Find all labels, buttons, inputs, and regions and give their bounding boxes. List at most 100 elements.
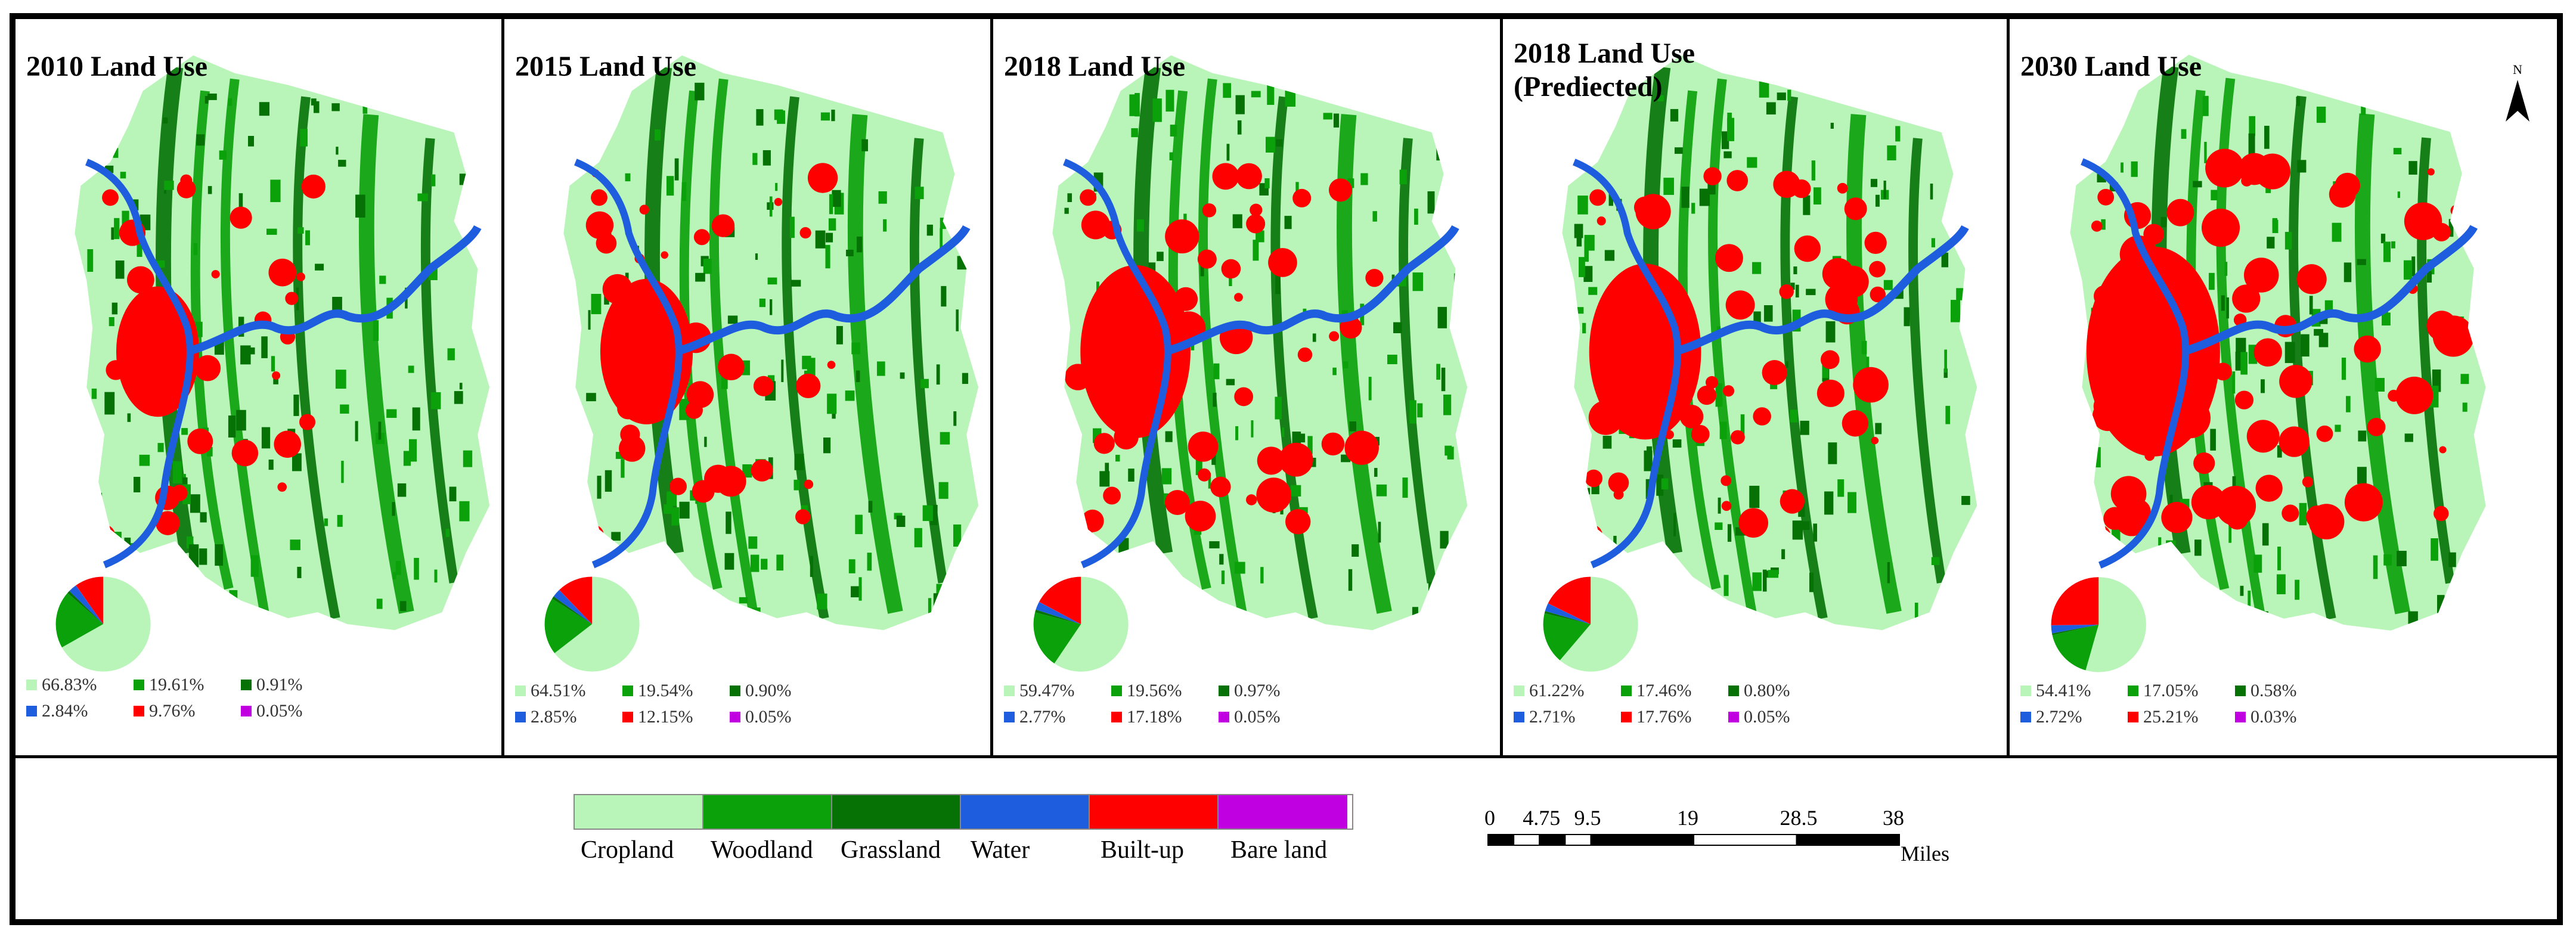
percent-swatch [1004, 685, 1015, 696]
builtup-patch [1210, 476, 1231, 498]
woodland-patch [1674, 147, 1683, 154]
builtup-patch [1664, 430, 1674, 439]
woodland-patch [2462, 184, 2470, 206]
woodland-patch [1221, 570, 1225, 584]
percent-value: 17.46% [1636, 681, 1692, 700]
woodland-ridge [1908, 138, 1946, 584]
builtup-patch [156, 511, 180, 535]
woodland-patch [1333, 113, 1340, 128]
woodland-patch [2404, 433, 2413, 442]
woodland-patch [1323, 113, 1332, 120]
woodland-patch [671, 507, 680, 526]
woodland-patch [1574, 224, 1583, 238]
woodland-patch [1128, 469, 1134, 482]
woodland-patch [2448, 552, 2456, 567]
woodland-patch [2358, 430, 2367, 442]
woodland-patch [1956, 288, 1967, 300]
woodland-patch [1682, 598, 1689, 620]
builtup-patch [2254, 153, 2291, 190]
woodland-patch [290, 539, 300, 550]
woodland-patch [1825, 321, 1836, 343]
builtup-patch [1588, 400, 1623, 435]
builtup-patch [2144, 451, 2155, 461]
builtup-patch [231, 439, 259, 467]
woodland-patch [1152, 98, 1162, 122]
woodland-patch [2296, 97, 2300, 106]
woodland-patch [459, 383, 463, 390]
percent-value: 19.56% [1127, 681, 1182, 700]
woodland-patch [962, 373, 969, 384]
woodland-patch [1115, 455, 1120, 462]
woodland-patch [2083, 102, 2088, 125]
woodland-patch [1105, 463, 1109, 472]
woodland-patch [1777, 92, 1786, 101]
woodland-patch [848, 559, 855, 573]
builtup-patch [799, 227, 811, 239]
woodland-patch [704, 436, 707, 447]
woodland-patch [752, 153, 758, 165]
percent-list: 66.83% 19.61% 0.91% 2.84% 9.76% 0.05% [26, 675, 503, 721]
woodland-patch [2277, 445, 2282, 458]
woodland-patch [756, 109, 764, 126]
woodland-patch [1213, 392, 1217, 407]
percent-item-water: 2.84% [26, 701, 134, 721]
builtup-patch [301, 174, 326, 199]
woodland-patch [261, 336, 268, 358]
woodland-patch [1213, 363, 1220, 380]
woodland-patch [2166, 540, 2176, 557]
builtup-patch [1174, 287, 1198, 311]
woodland-patch [1444, 445, 1452, 456]
woodland-patch [379, 275, 386, 284]
woodland-patch [742, 464, 752, 478]
woodland-patch [855, 370, 860, 383]
woodland-patch [1656, 474, 1664, 496]
builtup-patch [2426, 311, 2457, 341]
legend-labels: Cropland Woodland Grassland Water Built-up Ba… [574, 836, 1353, 864]
woodland-patch [748, 536, 758, 549]
woodland-patch [1931, 557, 1940, 566]
builtup-patch [2214, 362, 2232, 381]
woodland-patch [1276, 139, 1283, 147]
builtup-patch [1198, 468, 1211, 482]
percent-swatch [1219, 712, 1229, 722]
woodland-patch [238, 193, 243, 212]
woodland-patch [337, 514, 343, 527]
woodland-patch [815, 230, 826, 249]
land-use-map [1033, 55, 1468, 672]
woodland-patch [355, 194, 365, 218]
river [1573, 159, 1681, 569]
woodland-patch [956, 309, 959, 331]
woodland-patch [2357, 259, 2366, 265]
percent-swatch [2128, 685, 2138, 696]
builtup-patch [1114, 424, 1139, 450]
pie-slice-grassland [1035, 609, 1081, 625]
builtup-patch [1726, 170, 1749, 191]
builtup-patch [774, 198, 783, 206]
builtup-patch [1321, 432, 1345, 456]
woodland-patch [2393, 148, 2402, 154]
woodland-patch [182, 477, 188, 489]
builtup-patch [285, 291, 299, 305]
builtup-patch [1103, 486, 1121, 505]
woodland-patch [445, 529, 450, 537]
woodland-patch [1828, 442, 1837, 464]
woodland-ridge [709, 78, 758, 613]
land-use-pie [55, 576, 151, 672]
woodland-patch [1930, 184, 1933, 200]
builtup-patch [176, 179, 196, 198]
land-use-map [544, 55, 979, 672]
woodland-patch [920, 379, 929, 389]
woodland-patch [292, 453, 302, 472]
woodland-patch [625, 173, 631, 182]
percent-swatch [241, 680, 252, 690]
woodland-patch [1781, 549, 1785, 560]
woodland-patch [611, 532, 621, 541]
woodland-patch [324, 518, 328, 526]
woodland-patch [1378, 522, 1381, 543]
builtup-patch [106, 360, 126, 380]
builtup-patch [1245, 494, 1257, 505]
woodland-patch [1715, 522, 1723, 530]
percent-swatch [515, 685, 526, 696]
woodland-patch [944, 576, 948, 583]
woodland-patch [1441, 367, 1446, 392]
